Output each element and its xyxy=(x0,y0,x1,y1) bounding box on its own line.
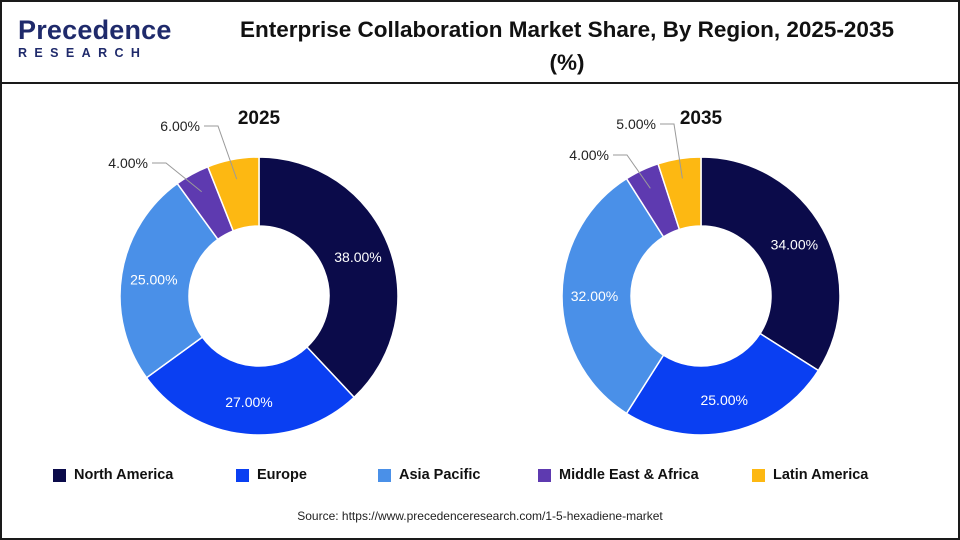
chart-title-line-2: (%) xyxy=(549,50,585,75)
chart-title-line-1: Enterprise Collaboration Market Share, B… xyxy=(240,17,894,42)
chart-title: Enterprise Collaboration Market Share, B… xyxy=(197,13,937,79)
logo-subtext: RESEARCH xyxy=(18,46,148,60)
slice-label-europe: 27.00% xyxy=(225,394,272,410)
slice-label-north-america: 38.00% xyxy=(334,249,381,265)
header: Precedence RESEARCH Enterprise Collabora… xyxy=(2,2,958,82)
legend-item-north-america: North America xyxy=(53,466,173,484)
logo-wordmark: Precedence xyxy=(18,15,172,45)
leader-line-middle-east-and-africa xyxy=(152,162,202,193)
slice-europe xyxy=(625,332,820,436)
legend-item-latin-america: Latin America xyxy=(752,466,868,484)
slice-label-middle-east-and-africa: 4.00% xyxy=(569,147,609,163)
legend-swatch xyxy=(236,468,249,482)
slice-label-europe: 25.00% xyxy=(700,392,747,408)
slice-label-latin-america: 5.00% xyxy=(616,116,656,132)
source-note: Source: https://www.precedenceresearch.c… xyxy=(297,509,663,523)
slice-label-asia-pacific: 32.00% xyxy=(571,288,618,304)
leader-line-latin-america xyxy=(660,123,683,179)
slice-label-middle-east-and-africa: 4.00% xyxy=(108,155,148,171)
slice-north-america xyxy=(700,156,841,372)
brand-logo: Precedence RESEARCH xyxy=(18,15,172,66)
slice-asia-pacific xyxy=(119,182,219,379)
donut-charts: 2025 38.00% 27.00% 25.00% 4.00% 6.00% 2035 34.0… xyxy=(108,108,841,436)
slice-europe xyxy=(145,336,356,436)
leader-line-middle-east-and-africa xyxy=(613,154,651,189)
slice-asia-pacific xyxy=(561,177,665,415)
donut-chart-2035: 2035 34.00% 25.00% 32.00% 4.00% 5.00% xyxy=(561,108,841,436)
legend-swatch xyxy=(752,468,765,482)
legend-swatch xyxy=(538,468,551,482)
donut-title: 2035 xyxy=(680,108,723,129)
legend-label: Europe xyxy=(257,467,307,483)
legend-item-middle-east-and-africa: Middle East & Africa xyxy=(538,466,699,484)
legend-label: Asia Pacific xyxy=(399,467,481,483)
header-divider xyxy=(2,82,958,84)
slice-label-asia-pacific: 25.00% xyxy=(130,271,177,287)
slice-latin-america xyxy=(206,156,260,232)
slice-latin-america xyxy=(657,156,702,231)
legend-label: Middle East & Africa xyxy=(559,467,699,483)
slice-label-north-america: 34.00% xyxy=(771,237,818,253)
legend-label: Latin America xyxy=(773,467,869,483)
legend-label: North America xyxy=(74,467,174,483)
legend-swatch xyxy=(378,468,391,482)
legend-item-asia-pacific: Asia Pacific xyxy=(378,466,480,484)
chart-legend: North America Europe Asia Pacific Middle Ea… xyxy=(0,466,960,486)
slice-north-america xyxy=(258,156,399,399)
legend-swatch xyxy=(53,468,66,482)
legend-item-europe: Europe xyxy=(236,466,307,484)
donut-chart-2025: 2025 38.00% 27.00% 25.00% 4.00% 6.00% xyxy=(108,108,399,436)
slice-label-latin-america: 6.00% xyxy=(160,118,200,134)
leader-line-latin-america xyxy=(204,125,238,180)
donut-title: 2025 xyxy=(238,108,281,129)
